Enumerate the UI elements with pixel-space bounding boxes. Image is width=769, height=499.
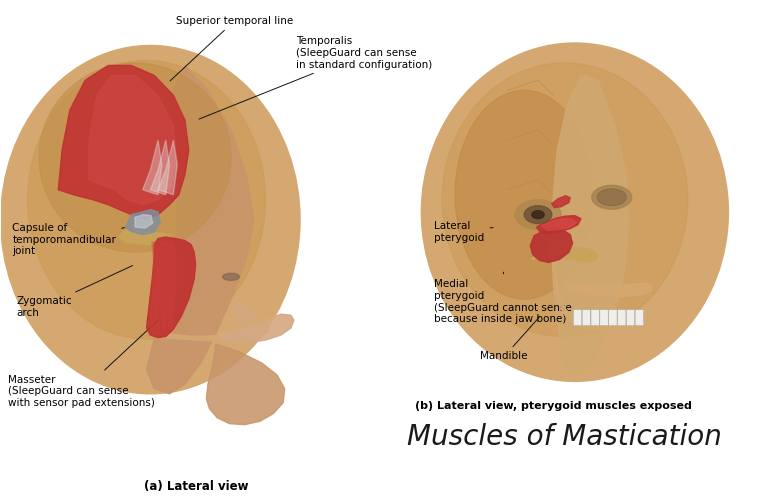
Polygon shape xyxy=(537,216,581,233)
Ellipse shape xyxy=(1,45,300,394)
Polygon shape xyxy=(151,140,170,195)
Ellipse shape xyxy=(39,63,231,252)
Ellipse shape xyxy=(28,60,265,339)
Text: Mandible: Mandible xyxy=(481,316,540,361)
Ellipse shape xyxy=(421,43,728,381)
Polygon shape xyxy=(169,242,175,329)
Polygon shape xyxy=(163,242,170,329)
Polygon shape xyxy=(157,242,164,329)
Polygon shape xyxy=(143,140,162,195)
FancyBboxPatch shape xyxy=(635,310,644,326)
Polygon shape xyxy=(531,229,573,262)
Polygon shape xyxy=(542,219,577,231)
Polygon shape xyxy=(552,75,628,374)
Text: (a) Lateral view: (a) Lateral view xyxy=(144,481,248,494)
Text: Lateral
pterygoid: Lateral pterygoid xyxy=(434,221,493,243)
Text: Medial
pterygoid
(SleepGuard cannot sense
because inside jaw bone): Medial pterygoid (SleepGuard cannot sens… xyxy=(434,272,572,324)
Polygon shape xyxy=(126,210,161,235)
Polygon shape xyxy=(147,65,254,394)
FancyBboxPatch shape xyxy=(574,310,582,326)
Polygon shape xyxy=(232,302,255,323)
FancyBboxPatch shape xyxy=(582,310,591,326)
Text: Muscles of Mastication: Muscles of Mastication xyxy=(408,423,722,451)
Polygon shape xyxy=(153,325,268,341)
Circle shape xyxy=(524,206,552,224)
FancyBboxPatch shape xyxy=(591,310,599,326)
Text: Temporalis
(SleepGuard can sense
in standard configuration): Temporalis (SleepGuard can sense in stan… xyxy=(199,36,432,119)
Polygon shape xyxy=(552,196,571,208)
Ellipse shape xyxy=(592,185,631,209)
FancyBboxPatch shape xyxy=(608,310,617,326)
FancyBboxPatch shape xyxy=(626,310,634,326)
Polygon shape xyxy=(567,283,651,297)
Text: Masseter
(SleepGuard can sense
with sensor pad extensions): Masseter (SleepGuard can sense with sens… xyxy=(8,318,160,408)
Polygon shape xyxy=(206,344,285,425)
FancyBboxPatch shape xyxy=(618,310,626,326)
Ellipse shape xyxy=(222,273,239,280)
Polygon shape xyxy=(135,215,153,228)
Polygon shape xyxy=(218,314,294,343)
Polygon shape xyxy=(546,245,598,262)
FancyBboxPatch shape xyxy=(600,310,608,326)
Polygon shape xyxy=(119,231,173,246)
Ellipse shape xyxy=(455,90,594,299)
Polygon shape xyxy=(158,140,177,195)
Ellipse shape xyxy=(442,63,687,337)
Circle shape xyxy=(532,211,544,219)
Text: Superior temporal line: Superior temporal line xyxy=(170,15,294,81)
Polygon shape xyxy=(89,75,177,205)
Text: Zygomatic
arch: Zygomatic arch xyxy=(16,265,132,317)
Text: (b) Lateral view, pterygoid muscles exposed: (b) Lateral view, pterygoid muscles expo… xyxy=(415,401,692,411)
Polygon shape xyxy=(532,245,654,330)
Polygon shape xyxy=(147,237,195,338)
Circle shape xyxy=(515,200,561,230)
Polygon shape xyxy=(151,242,158,329)
Text: Capsule of
temporomandibular
joint: Capsule of temporomandibular joint xyxy=(12,223,125,256)
Polygon shape xyxy=(58,65,188,220)
Ellipse shape xyxy=(597,189,626,206)
